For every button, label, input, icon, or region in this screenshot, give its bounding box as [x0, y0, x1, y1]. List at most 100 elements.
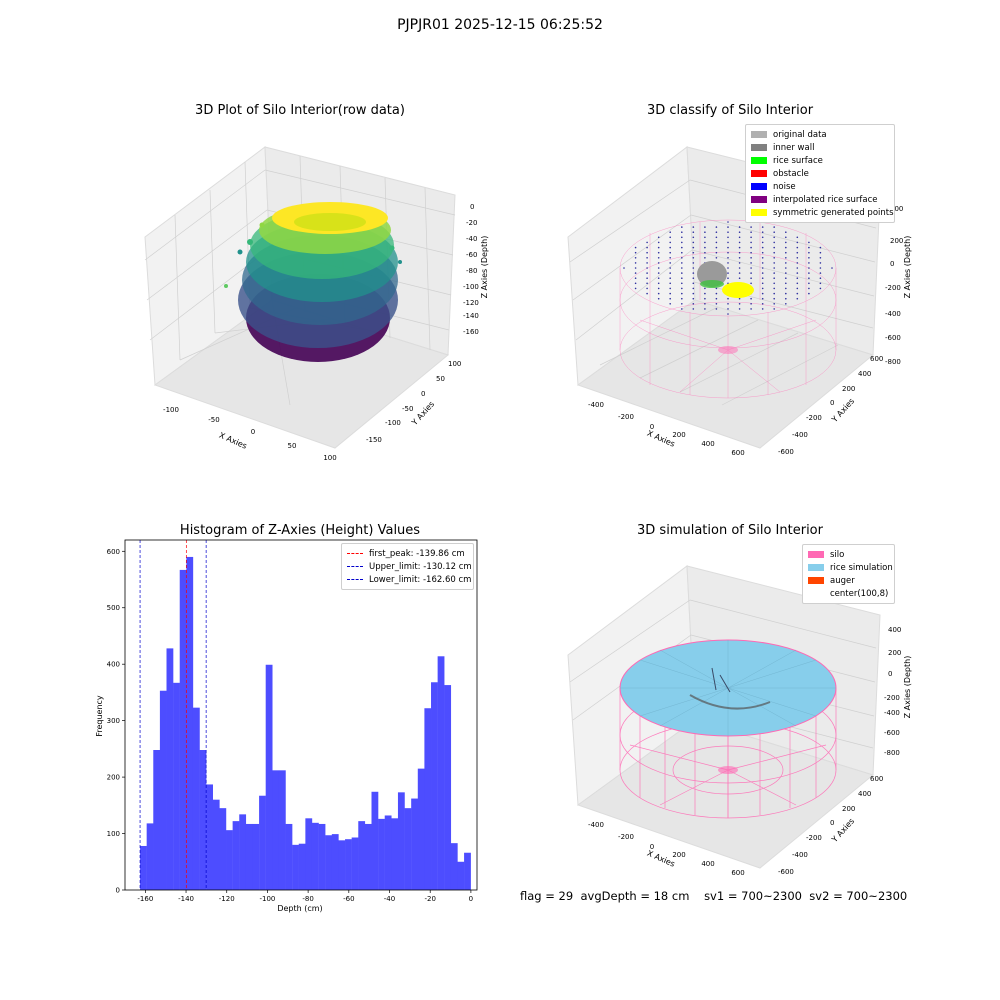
- histogram-legend-line: [347, 553, 363, 554]
- plot2-surface-point: [669, 246, 671, 249]
- plot2-surface-point: [681, 257, 683, 259]
- plot2-surface-point: [773, 236, 775, 239]
- plot2-surface-point: [704, 297, 706, 300]
- plot2-surface-point: [750, 226, 752, 228]
- plot2-surface-point: [738, 272, 741, 274]
- histogram-bar: [173, 682, 180, 890]
- plot2-surface-point: [796, 257, 799, 259]
- plot2-surface-point: [808, 262, 810, 264]
- plot2-surface-point: [819, 251, 822, 254]
- plot2-surface-point: [681, 297, 683, 300]
- plot4-3d-simulation: -400 -200 0 200 400 600 600 400 200 0 -2…: [567, 565, 912, 877]
- plot4-ytick: 200: [842, 805, 855, 813]
- plot1-xtick: 100: [323, 454, 336, 460]
- plot2-surface-point: [669, 287, 671, 290]
- plot2-surface-point: [773, 303, 775, 305]
- plot1-ztick: -160: [463, 328, 479, 336]
- plot2-xtick: 0: [650, 423, 654, 431]
- plot2-surface-point: [669, 267, 671, 269]
- histogram-legend-line: [347, 579, 363, 580]
- plot2-surface-point: [727, 257, 729, 259]
- plot2-surface-point: [796, 246, 799, 249]
- histogram-bar: [292, 844, 299, 890]
- plot2-surface-point: [681, 241, 683, 244]
- plot1-ytick: 100: [448, 360, 461, 368]
- plot2-symmetric-points: [722, 282, 754, 298]
- histogram-y-ticks: 0 100 200 300 400 500 600: [107, 548, 125, 895]
- plot2-surface-point: [819, 257, 822, 259]
- plot1-ytick: 0: [421, 390, 425, 398]
- histogram-ytick-label: 400: [107, 661, 120, 669]
- plot2-surface-point: [761, 287, 764, 290]
- plot2-surface-point: [704, 236, 706, 239]
- plot2-surface-point: [796, 297, 799, 300]
- histogram-xtick-label: -100: [259, 895, 275, 903]
- plot4-xtick: 400: [701, 860, 714, 868]
- histogram-xtick-label: -80: [302, 895, 313, 903]
- plot2-surface-point: [773, 272, 775, 274]
- plot2-surface-point: [634, 257, 637, 259]
- histogram-bar: [311, 822, 319, 890]
- plot2-surface-point: [761, 231, 764, 233]
- histogram-bar: [431, 682, 438, 890]
- plot2-surface-point: [761, 251, 764, 254]
- plot2-surface-point: [692, 282, 695, 285]
- plot4-legend-entry: silo: [808, 548, 889, 561]
- plot2-surface-point: [785, 282, 787, 285]
- plot2-surface-point: [657, 297, 660, 300]
- plot2-surface-point: [727, 251, 729, 254]
- histogram-legend-label: Upper_limit: -130.12 cm: [369, 561, 472, 572]
- plot2-surface-point: [761, 236, 764, 239]
- plot1-ytick: -50: [402, 405, 413, 413]
- plot2-surface-point: [761, 272, 764, 274]
- plot2-surface-point: [669, 262, 671, 264]
- plot1-ztick: -140: [463, 312, 479, 320]
- plot2-surface-point: [819, 246, 822, 249]
- plot2-surface-point: [796, 272, 799, 274]
- plot2-surface-point: [819, 287, 822, 290]
- plot2-ztick: -600: [885, 334, 901, 342]
- plot2-surface-point: [704, 287, 706, 290]
- plot2-surface-point: [669, 231, 671, 233]
- plot2-surface-point: [738, 226, 741, 228]
- histogram-legend-label: first_peak: -139.86 cm: [369, 548, 465, 559]
- plot2-surface-point: [761, 303, 764, 305]
- plot1-ztick: 0: [470, 203, 474, 211]
- plot2-surface-point: [715, 308, 718, 310]
- plot2-surface-point: [715, 251, 718, 254]
- plot2-surface-point: [669, 241, 671, 244]
- histogram-bar: [358, 821, 366, 890]
- histogram-bar: [338, 840, 346, 890]
- status-line: flag = 29 avgDepth = 18 cm sv1 = 700~230…: [520, 889, 907, 903]
- plot2-surface-point: [727, 277, 729, 280]
- plot2-surface-point: [796, 277, 799, 280]
- plot2-surface-point: [669, 236, 671, 239]
- plot4-legend: silo rice simulation auger center(100,8): [802, 544, 895, 604]
- plot2-legend: original data inner wall rice surface obsta…: [745, 124, 895, 223]
- plot2-surface-point: [646, 257, 648, 259]
- plot2-legend-swatch: [751, 196, 767, 203]
- plot2-legend-entry: interpolated rice surface: [751, 193, 889, 206]
- plot2-z-ticks: 200 200 0 -200 -400 -600 -800: [885, 205, 903, 366]
- plot4-x-ticks: -400 -200 0 200 400 600: [588, 821, 745, 877]
- plot2-xtick: 200: [672, 431, 685, 439]
- plot2-legend-swatch: [751, 157, 767, 164]
- plot4-xtick: 200: [672, 851, 685, 859]
- plot2-legend-label: inner wall: [773, 142, 815, 153]
- plot2-surface-point: [692, 308, 695, 310]
- plot2-surface-point: [657, 277, 660, 280]
- plot2-floor-center: [718, 346, 738, 354]
- histogram-bar: [285, 823, 293, 890]
- plot1-ztick: -40: [466, 235, 477, 243]
- plot4-legend-label: rice simulation: [830, 562, 893, 573]
- plot4-title: 3D simulation of Silo Interior: [637, 523, 823, 538]
- plot2-surface-point: [819, 282, 822, 285]
- plot2-surface-point: [681, 226, 683, 228]
- plot2-surface-point: [750, 246, 752, 249]
- plot2-legend-swatch: [751, 131, 767, 138]
- plot2-surface-point: [785, 251, 787, 254]
- plot2-surface-point: [773, 308, 775, 310]
- plot2-surface-point: [808, 246, 810, 249]
- histogram-bar: [305, 818, 313, 890]
- plot2-surface-point: [761, 246, 764, 249]
